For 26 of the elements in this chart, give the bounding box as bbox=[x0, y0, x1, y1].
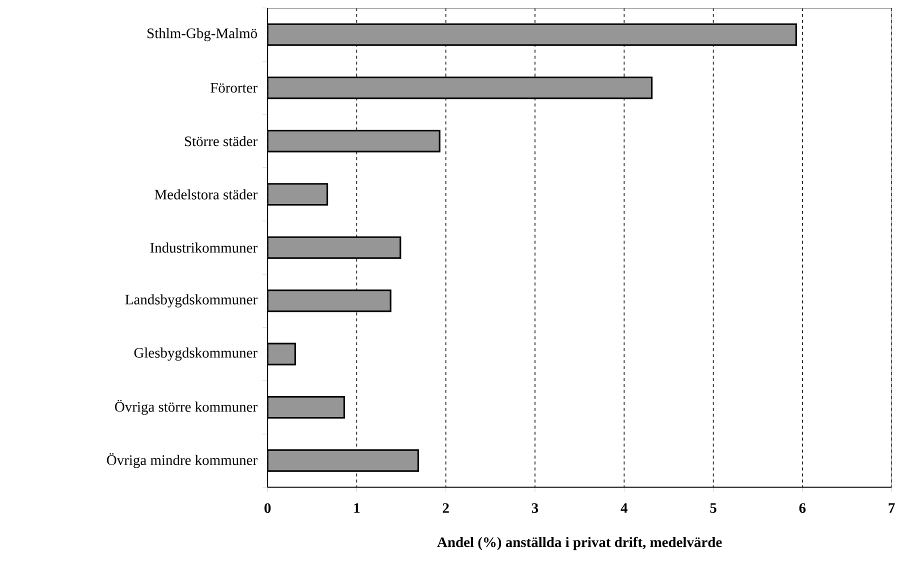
y-tick-label: Större städer bbox=[184, 136, 258, 146]
x-tick-label: 4 bbox=[620, 503, 628, 513]
x-tick-label: 6 bbox=[799, 503, 806, 513]
x-tick-label: 7 bbox=[888, 503, 895, 513]
x-tick-label: 1 bbox=[354, 503, 360, 513]
y-tick-label: Medelstora städer bbox=[154, 189, 258, 200]
x-tick-label: 3 bbox=[532, 503, 538, 513]
y-tick-label: Förorter bbox=[210, 83, 258, 93]
x-tick-label: 5 bbox=[710, 503, 716, 513]
x-tick-label: 2 bbox=[442, 503, 449, 513]
y-tick-label: Glesbygdskommuner bbox=[134, 347, 258, 361]
bar bbox=[268, 76, 653, 100]
y-tick-label: Sthlm-Gbg-Malmö bbox=[148, 28, 258, 42]
bar bbox=[268, 396, 346, 419]
x-axis-title: Andel (%) anställda i privat drift, medelvärde bbox=[437, 536, 722, 550]
y-tick-label: Övriga mindre kommuner bbox=[106, 453, 258, 468]
bar bbox=[268, 236, 402, 259]
x-tick-label: 0 bbox=[264, 503, 271, 513]
y-tick-label: Industrikommuner bbox=[150, 242, 258, 253]
y-tick-label: Övriga större kommuner bbox=[115, 400, 258, 415]
bar bbox=[268, 183, 328, 206]
bar bbox=[268, 449, 420, 472]
bar bbox=[268, 290, 392, 312]
bar bbox=[268, 23, 797, 46]
y-tick-label: Landsbygdskommuner bbox=[125, 294, 258, 308]
bar bbox=[268, 130, 440, 152]
